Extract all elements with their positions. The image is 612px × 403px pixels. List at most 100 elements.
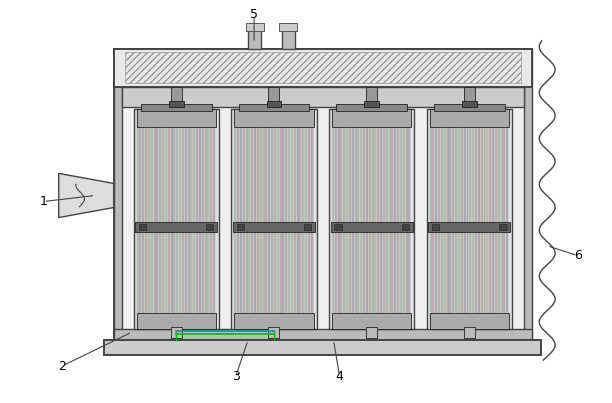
Bar — [171, 111, 173, 327]
Bar — [269, 327, 280, 338]
Bar — [447, 111, 449, 327]
Bar — [329, 109, 414, 329]
Bar — [240, 111, 242, 327]
Bar — [366, 111, 368, 327]
Bar — [334, 224, 341, 230]
Bar — [469, 111, 471, 327]
Bar — [430, 313, 509, 329]
Bar — [151, 111, 153, 327]
Bar — [288, 111, 290, 327]
Bar — [105, 340, 541, 355]
Bar — [432, 224, 439, 230]
Bar — [427, 109, 512, 329]
Bar — [283, 111, 285, 327]
Bar — [455, 111, 457, 327]
Bar — [506, 111, 508, 327]
Bar — [252, 111, 253, 327]
Bar — [444, 111, 446, 327]
Bar — [433, 111, 435, 327]
Bar — [371, 111, 373, 327]
Bar — [140, 111, 141, 327]
Bar — [234, 313, 313, 329]
Bar — [179, 111, 181, 327]
Bar — [202, 111, 204, 327]
Bar — [135, 222, 217, 232]
Bar — [269, 87, 280, 109]
Bar — [428, 222, 510, 232]
Bar — [389, 111, 390, 327]
Bar — [332, 109, 411, 127]
Bar — [114, 49, 532, 87]
Bar — [141, 104, 212, 111]
Bar — [234, 109, 313, 127]
Bar — [248, 27, 261, 49]
Bar — [392, 111, 394, 327]
Bar — [213, 111, 215, 327]
Bar — [452, 111, 454, 327]
Bar — [159, 111, 161, 327]
Bar — [173, 111, 176, 327]
Bar — [383, 111, 385, 327]
Bar — [343, 111, 345, 327]
Bar — [498, 111, 499, 327]
Text: 1: 1 — [40, 195, 47, 208]
Bar — [495, 111, 497, 327]
Bar — [280, 111, 282, 327]
Bar — [466, 111, 469, 327]
Bar — [277, 111, 278, 327]
Text: 6: 6 — [574, 249, 581, 262]
Bar — [294, 111, 296, 327]
Bar — [245, 111, 248, 327]
Bar — [122, 87, 524, 107]
Bar — [311, 111, 313, 327]
Polygon shape — [59, 173, 114, 218]
Bar — [125, 52, 521, 83]
Bar — [332, 111, 334, 327]
Bar — [357, 111, 359, 327]
Bar — [196, 111, 198, 327]
Bar — [380, 111, 382, 327]
Bar — [114, 329, 532, 340]
Bar — [349, 111, 351, 327]
Bar — [248, 111, 250, 327]
Bar — [472, 111, 474, 327]
Bar — [239, 104, 309, 111]
Bar — [268, 111, 271, 327]
Bar — [330, 222, 412, 232]
Bar — [464, 111, 466, 327]
Bar — [206, 224, 214, 230]
Bar — [364, 101, 379, 107]
Bar — [475, 111, 477, 327]
Bar — [136, 109, 216, 127]
Bar — [139, 224, 146, 230]
Bar — [434, 104, 505, 111]
Bar — [204, 111, 207, 327]
Bar — [114, 49, 532, 340]
Bar — [394, 111, 397, 327]
Bar — [259, 111, 262, 327]
Bar — [438, 111, 440, 327]
Bar — [168, 111, 170, 327]
Bar — [403, 111, 405, 327]
Bar — [378, 111, 379, 327]
Bar — [114, 49, 122, 340]
Bar — [263, 111, 264, 327]
Bar — [360, 111, 362, 327]
Bar — [271, 111, 273, 327]
Bar — [136, 313, 216, 329]
Bar — [157, 111, 159, 327]
Bar — [449, 111, 452, 327]
Bar — [441, 111, 443, 327]
Bar — [487, 111, 488, 327]
Bar — [257, 111, 259, 327]
Bar — [237, 224, 244, 230]
Bar — [176, 111, 178, 327]
Bar — [211, 111, 212, 327]
Bar — [304, 224, 311, 230]
Bar — [136, 111, 138, 327]
Text: 4: 4 — [335, 370, 343, 383]
Bar — [401, 224, 409, 230]
Bar — [435, 111, 438, 327]
Bar — [499, 224, 507, 230]
Bar — [464, 327, 475, 338]
